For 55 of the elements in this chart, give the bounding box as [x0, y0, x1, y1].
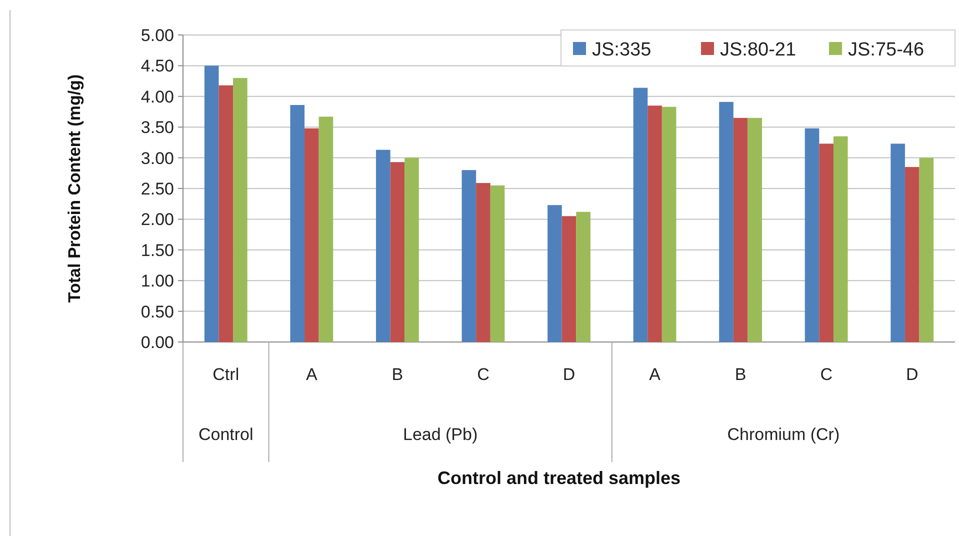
- y-tick-label: 0.50: [140, 302, 174, 322]
- legend-label: JS:75-46: [848, 40, 924, 61]
- x-tick-label: C: [820, 365, 832, 384]
- bar: [833, 136, 848, 342]
- x-tick-label: A: [649, 365, 662, 384]
- bar: [318, 116, 334, 342]
- y-tick-label: 2.50: [140, 179, 174, 198]
- bar: [919, 158, 934, 342]
- bar: [548, 205, 562, 342]
- bar: [462, 170, 476, 342]
- text: Chromium (Cr): [727, 425, 840, 444]
- x-tick-label: A: [306, 365, 318, 384]
- text: Control: [198, 425, 254, 444]
- x-tick-label: C: [477, 365, 490, 384]
- y-tick-label: 4.00: [140, 87, 174, 106]
- bar: [376, 150, 390, 342]
- x-tick-label: B: [734, 365, 746, 384]
- bar: [233, 78, 248, 342]
- bar: [490, 185, 505, 342]
- x-tick-label: D: [906, 365, 918, 384]
- bar: [633, 88, 648, 342]
- bar: [748, 118, 762, 342]
- bar: [218, 85, 234, 342]
- bar: [404, 158, 419, 342]
- bar: [476, 182, 490, 342]
- bar: [304, 128, 319, 342]
- x-tick-label: Ctrl: [212, 365, 240, 384]
- bar: [733, 118, 748, 342]
- bar: [648, 106, 662, 342]
- x-axis-title: Control and treated samples: [437, 468, 681, 488]
- bar: [890, 144, 905, 342]
- bar: [562, 216, 576, 342]
- x-tick-label: B: [392, 365, 404, 384]
- y-tick-label: 3.00: [140, 148, 174, 168]
- bar: [804, 128, 820, 342]
- bar: [904, 167, 920, 342]
- bar: [576, 212, 590, 342]
- bar: [290, 104, 305, 342]
- y-tick-label: 2.00: [140, 210, 174, 230]
- bar: [662, 106, 676, 342]
- legend-label: JS:80-21: [720, 40, 796, 61]
- y-tick-label: 4.50: [140, 56, 174, 76]
- bar: [819, 144, 834, 342]
- bar: [204, 66, 219, 342]
- legend-label: JS:335: [592, 40, 652, 61]
- y-tick-label: 5.00: [140, 26, 174, 45]
- x-tick-label: D: [562, 365, 576, 384]
- text: Lead (Pb): [402, 425, 478, 444]
- y-tick-label: 1.00: [140, 272, 174, 291]
- y-tick-label: 3.50: [140, 118, 174, 138]
- y-axis-title: Total Protein Content (mg/g): [65, 74, 84, 303]
- bar: [719, 102, 734, 342]
- bar: [390, 162, 405, 342]
- y-tick-label: 1.50: [140, 240, 174, 260]
- y-tick-label: 0.00: [140, 332, 174, 352]
